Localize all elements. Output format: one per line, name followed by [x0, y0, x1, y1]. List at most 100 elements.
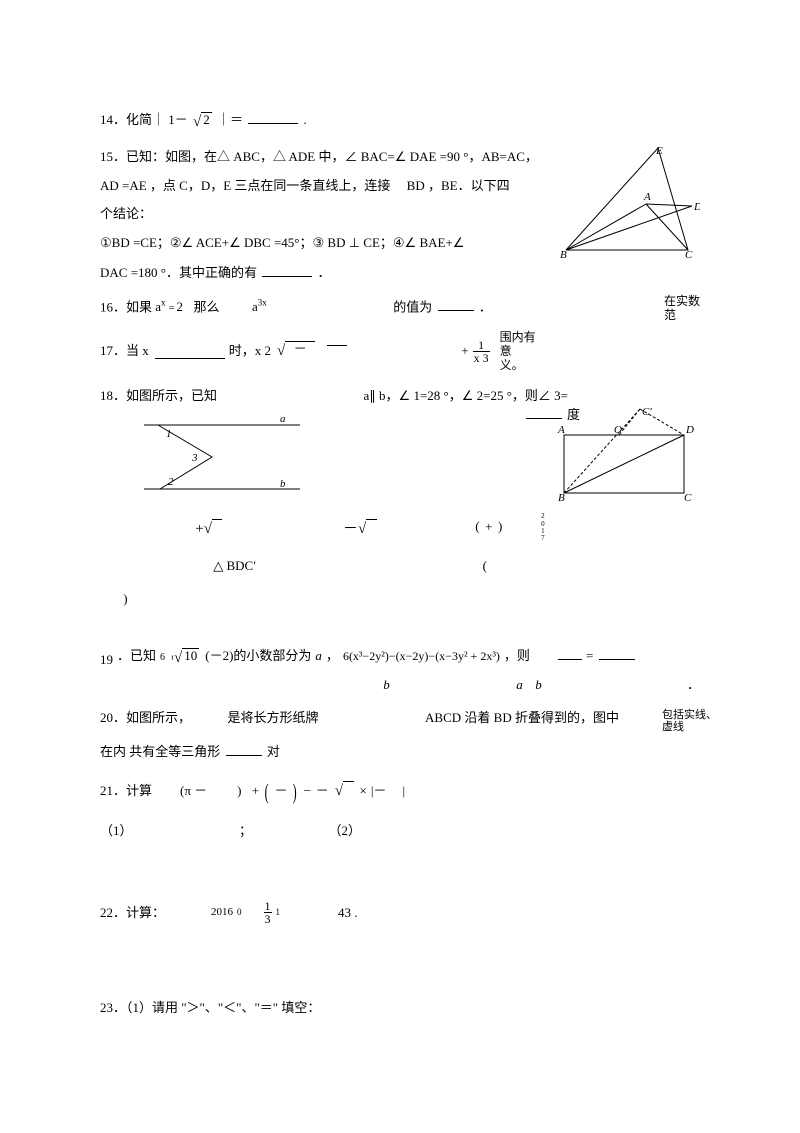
- q19-eq: =: [586, 647, 593, 666]
- q14: 14．化简｜ 1－ √2 ｜＝ .: [100, 110, 700, 134]
- q21-absR: |: [403, 782, 406, 801]
- lbl-A: A: [643, 191, 651, 203]
- lbl-3: 3: [191, 452, 198, 464]
- sqrt-icon: －√: [341, 518, 379, 541]
- lbl-1: 1: [166, 428, 172, 440]
- bdc-text: △ BDC′: [213, 558, 256, 573]
- lbl-Cp: C′: [642, 406, 652, 418]
- lbl-C: C: [684, 492, 692, 504]
- q17-frac: 1 x 3: [473, 339, 490, 364]
- q20-l1b: 是将长方形纸牌: [228, 710, 319, 725]
- year-2017: 2017: [539, 513, 547, 542]
- q19-num: 19: [100, 651, 113, 670]
- q21-times: ×: [360, 782, 367, 801]
- q17-note: 围内有意 义。: [500, 331, 546, 372]
- q21-semi: ；: [239, 823, 252, 838]
- q19-comma: ，: [326, 647, 339, 666]
- q21-absL: |－: [371, 782, 387, 801]
- paren-close: ): [123, 591, 127, 606]
- lbl-a: a: [280, 413, 286, 425]
- q20-l2b: 对: [267, 744, 280, 759]
- paren-open: (: [483, 558, 487, 573]
- lbl-b: b: [280, 478, 286, 490]
- lbl-C: C: [685, 249, 693, 258]
- q22-zero: 0: [237, 906, 242, 919]
- lbl-D: D: [685, 424, 694, 436]
- q21-rp: ): [237, 782, 241, 801]
- q22-frac: 1 3: [264, 900, 272, 925]
- q15-figure: E A D B C: [560, 142, 700, 258]
- q16: 16．如果 ax =2 那么 a3x 的值为 ． 在实数范: [100, 297, 700, 317]
- paren: ): [498, 519, 502, 534]
- q17-mid: 时，x 2: [229, 342, 271, 361]
- q19-answer-blank[interactable]: [599, 646, 635, 660]
- q17-frac-top: 1: [478, 339, 484, 351]
- q15-answer-blank[interactable]: [262, 263, 312, 277]
- q21-p2: （2）: [329, 823, 362, 838]
- q22-frac-top: 1: [265, 900, 271, 912]
- q19: 19 ．已知 6 ¹√10 (－2)的小数部分为 a ， 6(x³−2y²)−(…: [100, 646, 700, 670]
- q19-poly: 6(x³−2y²)−(x−2y)−(x−3y² + 2x³): [343, 648, 500, 665]
- q18-zigzag: a b 1 2 3: [130, 409, 310, 499]
- q19-blank-1[interactable]: [558, 646, 582, 660]
- q22-prefix: 22．计算：: [100, 904, 165, 923]
- lbl-E: E: [655, 145, 663, 157]
- q20-l1a: 20．如图所示，: [100, 710, 191, 725]
- q14-answer-blank[interactable]: [248, 110, 298, 124]
- lbl-A: A: [557, 424, 565, 436]
- q21-parts: （1） ； （2）: [100, 822, 700, 841]
- q19-b: b: [383, 677, 390, 692]
- paren: (: [475, 519, 479, 534]
- q22: 22．计算： 2016 0 1 3 1 43 .: [100, 900, 700, 925]
- sqrt-icon: +√: [193, 518, 224, 541]
- sqrt-icon: √2: [191, 111, 214, 134]
- q17-plus: +: [461, 342, 468, 361]
- sqrt-icon: √ －: [275, 340, 317, 363]
- q19-sqrt-arg: 10: [182, 648, 199, 663]
- q20-side: 包括实线、虚线: [662, 709, 722, 733]
- q19-mid1: (－2)的小数部分为: [205, 647, 311, 666]
- q17-min-blank: [327, 345, 347, 346]
- q16-prefix: 16．如果: [100, 299, 152, 314]
- q18-rect-figure: A B C D C′ O: [546, 405, 704, 505]
- q16-answer-blank[interactable]: [438, 297, 474, 311]
- q19-end: ．: [687, 676, 700, 695]
- q23-text: 23．（1）请用 "＞"、"＜"、"＝" 填空：: [100, 1000, 320, 1015]
- q17-frac-bot: x 3: [473, 351, 490, 364]
- q17-x-blank[interactable]: [155, 345, 225, 359]
- q21: 21．计算 (π － ) + ( － ) － － √ × |－ |: [100, 776, 700, 808]
- q20-l1c: ABCD 沿着 BD 折叠得到的，图中: [425, 710, 619, 725]
- q19-b2: b: [535, 677, 542, 692]
- q23: 23．（1）请用 "＞"、"＜"、"＝" 填空：: [100, 999, 700, 1018]
- q18: 18．如图所示，已知 a∥ b，∠ 1=28 °，∠ 2=25 °，则∠ 3= …: [100, 387, 700, 500]
- q21-minus: －: [316, 782, 329, 801]
- q14-sqrt-arg: 2: [201, 112, 212, 127]
- q20-answer-blank[interactable]: [226, 742, 262, 756]
- sqrt-icon: √: [333, 780, 356, 803]
- q22-one: 1: [276, 906, 281, 919]
- q19-a2: a: [516, 677, 523, 692]
- q15-line5: DAC =180 °．其中正确的有: [100, 265, 257, 280]
- q16-eq: 那么: [193, 299, 219, 314]
- q19-sub: b a b ．: [100, 676, 700, 695]
- q18-prefix: 18．如图所示，已知: [100, 388, 217, 403]
- q14-prefix: 14．化简｜ 1－: [100, 112, 188, 127]
- big-paren-l-icon: (: [265, 776, 269, 808]
- q20: 20．如图所示， 是将长方形纸牌 ABCD 沿着 BD 折叠得到的，图中 包括实…: [100, 709, 700, 728]
- q21-plus: +: [252, 782, 259, 801]
- q17: 17．当 x 时，x 2 √ － + 1 x 3 围内有意 义。: [100, 331, 700, 372]
- q17-note-top: 在实数范: [664, 295, 710, 323]
- q14-suffix: ｜＝: [217, 112, 243, 127]
- q20-l2a: 在内 共有全等三角形: [100, 744, 220, 759]
- row-paren-close: ): [100, 590, 700, 609]
- q19-a: a: [315, 647, 322, 666]
- q21-pi: (π －: [180, 782, 207, 801]
- q21-p1: （1）: [100, 823, 133, 838]
- sqrt-icon: ¹√10: [169, 647, 201, 670]
- q20-l2: 在内 共有全等三角形 对: [100, 742, 700, 762]
- lbl-B: B: [560, 249, 567, 258]
- q16-mid: 的值为: [393, 299, 432, 314]
- q22-year: 2016: [211, 905, 233, 921]
- row-symbols: +√ －√ ( + ) 2017: [100, 513, 700, 542]
- big-paren-r-icon: ): [293, 776, 297, 808]
